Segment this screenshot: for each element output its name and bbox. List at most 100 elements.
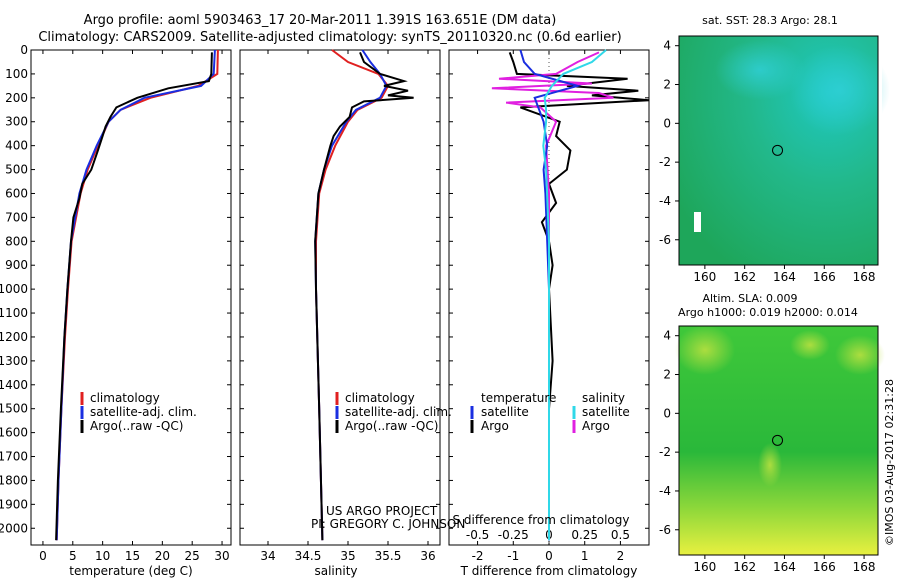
depth-tick-label: 1300 — [0, 354, 28, 368]
series-salinity-argo — [491, 51, 614, 541]
lat-tick-label: -2 — [659, 155, 671, 169]
depth-tick-label: 1800 — [0, 473, 28, 487]
lon-tick-label: 160 — [693, 560, 716, 574]
depth-tick-label: 1600 — [0, 426, 28, 440]
lon-tick-label: 164 — [773, 560, 796, 574]
lat-tick-label: -4 — [659, 194, 671, 208]
lat-tick-label: 2 — [663, 368, 671, 382]
depth-tick-label: 100 — [5, 67, 28, 81]
sst-map — [678, 35, 890, 266]
salinity-axis: 34 34.5 35 35.5 36 — [260, 50, 436, 563]
x-tick-label: 34 — [260, 549, 275, 563]
x-tick-label: 0 — [39, 549, 47, 563]
x-tick-label: 0 — [545, 549, 553, 563]
x-tick-label: 35.5 — [375, 549, 402, 563]
sla-map-title: Altim. SLA: 0.009 — [702, 292, 797, 305]
legend-label: satellite-adj. clim. — [345, 405, 452, 419]
depth-tick-label: 600 — [5, 186, 28, 200]
x-tick-label: 10 — [95, 549, 110, 563]
depth-tick-label: 1700 — [0, 450, 28, 464]
legend-label: satellite — [481, 405, 529, 419]
depth-tick-label: 1200 — [0, 330, 28, 344]
sst-missing-data — [694, 212, 701, 232]
header-line1: Argo profile: aoml 5903463_17 20-Mar-201… — [84, 13, 557, 28]
legend-title-salinity: salinity — [582, 391, 625, 405]
legend-label: satellite-adj. clim. — [90, 405, 197, 419]
depth-tick-label: 0 — [20, 43, 28, 57]
series-satellite-adj-clim- — [314, 49, 388, 541]
depth-tick-label: 300 — [5, 115, 28, 129]
lon-tick-label: 168 — [853, 270, 876, 284]
lat-tick-label: -6 — [659, 523, 671, 537]
lon-tick-label: 168 — [853, 560, 876, 574]
pi-credit: PI: GREGORY C. JOHNSON — [311, 517, 465, 531]
temperature-panel-frame — [30, 49, 232, 546]
x-tick-label: 35 — [340, 549, 355, 563]
difference-lines — [491, 49, 650, 541]
salinity-lines — [314, 49, 414, 541]
depth-tick-label: 1900 — [0, 497, 28, 511]
sst-map-frame — [678, 35, 879, 266]
lon-tick-label: 160 — [693, 270, 716, 284]
argo-location-marker — [772, 434, 784, 446]
t-difference-xlabel: T difference from climatology — [460, 564, 638, 578]
series-argo-raw-qc- — [314, 52, 414, 541]
salinity-legend: climatology satellite-adj. clim. Argo(..… — [335, 391, 452, 433]
series-salinity-satellite — [542, 49, 607, 541]
argo-location-marker — [772, 144, 784, 156]
depth-tick-label: 400 — [5, 139, 28, 153]
sst-map-title: sat. SST: 28.3 Argo: 28.1 — [702, 14, 838, 27]
header-line2: Climatology: CARS2009. Satellite-adjuste… — [38, 30, 621, 45]
temperature-lines — [55, 49, 219, 541]
imos-credit: ©IMOS 03-Aug-2017 02:31:28 — [883, 379, 896, 546]
depth-axis: 0 100 200 300 400 500 600 700 800 900 1000 1100 1200… — [0, 43, 649, 535]
difference-legend: temperature salinity satellite Argo sate… — [470, 391, 630, 433]
temperature-legend: climatology satellite-adj. clim. Argo(..… — [80, 391, 197, 433]
lon-tick-label: 164 — [773, 270, 796, 284]
x-tick-label: -2 — [472, 549, 484, 563]
legend-label: Argo(..raw -QC) — [90, 419, 183, 433]
lon-tick-label: 166 — [813, 270, 836, 284]
s-tick-label: -0.5 — [466, 528, 489, 542]
project-credit: US ARGO PROJECT — [326, 504, 438, 518]
series-satellite-adj-clim- — [55, 49, 216, 541]
lat-tick-label: 2 — [663, 78, 671, 92]
s-tick-label: 0.25 — [571, 528, 598, 542]
x-tick-label: 2 — [617, 549, 625, 563]
salinity-panel-frame — [239, 49, 441, 546]
x-tick-label: 25 — [185, 549, 200, 563]
legend-label: climatology — [345, 391, 415, 405]
x-tick-label: 15 — [125, 549, 140, 563]
depth-tick-label: 800 — [5, 234, 28, 248]
depth-tick-label: 1100 — [0, 306, 28, 320]
depth-tick-label: 900 — [5, 258, 28, 272]
x-tick-label: -1 — [507, 549, 519, 563]
sst-map-axes: 160 162 164 166 168 4 2 0 -2 -4 -6 — [659, 39, 875, 284]
x-tick-label: 20 — [155, 549, 170, 563]
depth-tick-label: 1000 — [0, 282, 28, 296]
s-tick-label: -0.25 — [498, 528, 529, 542]
lat-tick-label: -2 — [659, 445, 671, 459]
series-temperature-argo — [508, 52, 650, 541]
temperature-xlabel: temperature (deg C) — [69, 564, 192, 578]
x-tick-label: 34.5 — [295, 549, 322, 563]
s-difference-xlabel: S difference from climatology — [453, 513, 630, 527]
depth-tick-label: 700 — [5, 210, 28, 224]
legend-label: climatology — [90, 391, 160, 405]
x-tick-label: 30 — [214, 549, 229, 563]
sla-high-patch — [835, 335, 885, 375]
salinity-xlabel: salinity — [314, 564, 357, 578]
sla-map-axes: 160 162 164 166 168 4 2 0 -2 -4 -6 — [659, 329, 875, 574]
sla-map-frame — [678, 325, 879, 556]
lon-tick-label: 166 — [813, 560, 836, 574]
lat-tick-label: 0 — [663, 406, 671, 420]
series-climatology — [55, 49, 219, 541]
sla-high-patch — [675, 325, 735, 375]
sla-map-subtitle: Argo h1000: 0.019 h2000: 0.014 — [678, 306, 858, 319]
temperature-axis: 0 5 10 15 20 25 30 — [39, 50, 230, 563]
x-tick-label: 1 — [581, 549, 589, 563]
x-tick-label: 5 — [69, 549, 77, 563]
sla-map — [675, 325, 885, 556]
